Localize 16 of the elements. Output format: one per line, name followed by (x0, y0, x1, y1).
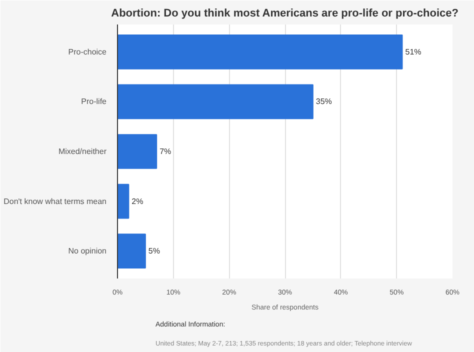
y-tick-label: Pro-choice (68, 47, 108, 56)
y-tick-label: Mixed/neither (58, 147, 107, 156)
bar (118, 134, 158, 169)
bar (118, 184, 130, 219)
y-tick-label: Don't know what terms mean (4, 196, 107, 206)
bar (118, 34, 403, 70)
y-tick-label: Pro-life (81, 97, 108, 106)
data-label: 35% (316, 97, 332, 106)
bar (118, 234, 146, 269)
data-label: 51% (405, 47, 422, 56)
data-label: 7% (160, 147, 172, 156)
data-label: 2% (132, 196, 144, 206)
chart-title: Abortion: Do you think most Americans are pro-life or pro-choice? (111, 8, 459, 20)
bar (118, 84, 314, 120)
data-label: 5% (148, 246, 160, 256)
y-tick-label: No opinion (68, 246, 106, 256)
